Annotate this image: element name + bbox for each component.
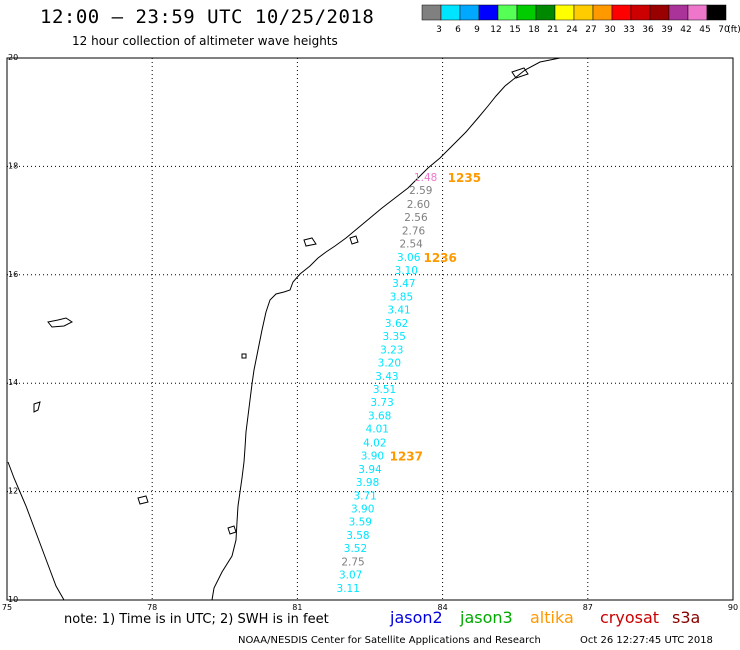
wave-height-label: 3.85 xyxy=(390,291,413,303)
satellite-jason2: jason2 xyxy=(390,608,443,627)
x-tick-label: 84 xyxy=(438,603,448,610)
y-tick-label: 16 xyxy=(8,270,18,279)
y-tick-label: 20 xyxy=(8,53,18,62)
wave-height-label: 3.58 xyxy=(346,530,369,542)
satellite-jason3: jason3 xyxy=(460,608,513,627)
wave-height-label: 2.54 xyxy=(399,238,423,250)
color-legend: 3 6 9 12 15 18 21 24 27 30 33 36 39 42 45 70(ft) xyxy=(421,4,740,35)
footer-timestamp: Oct 26 12:27:45 UTC 2018 xyxy=(580,635,713,646)
legend-label-3: 3 xyxy=(436,25,442,35)
legend-label-21: 21 xyxy=(547,25,558,35)
page-subtitle: 12 hour collection of altimeter wave hei… xyxy=(72,34,338,48)
wave-height-label: 3.90 xyxy=(351,503,374,515)
x-tick-label: 81 xyxy=(292,603,302,610)
wave-height-label: 2.56 xyxy=(404,212,428,224)
y-tick-label: 12 xyxy=(8,487,18,496)
wave-height-label: 3.20 xyxy=(378,358,401,370)
legend-label-33: 33 xyxy=(623,25,634,35)
wave-height-label: 3.43 xyxy=(375,371,398,383)
wave-height-label: 4.01 xyxy=(366,424,389,436)
wave-height-label: 3.35 xyxy=(383,331,406,343)
wave-height-label: 3.71 xyxy=(353,490,376,502)
legend-label-27: 27 xyxy=(585,25,596,35)
legend-label-30: 30 xyxy=(604,25,616,35)
island-outline xyxy=(227,525,237,535)
wave-height-label: 3.90 xyxy=(361,450,384,462)
page-title: 12:00 – 23:59 UTC 10/25/2018 xyxy=(40,6,375,28)
legend-unit: (ft) xyxy=(727,25,740,35)
legend-label-70: 70 xyxy=(718,25,730,35)
legend-label-39: 39 xyxy=(661,25,673,35)
footer-note: note: 1) Time is in UTC; 2) SWH is in fe… xyxy=(64,612,329,627)
pass-time-label: 1236 xyxy=(423,251,456,265)
legend-label-18: 18 xyxy=(528,25,540,35)
island-outline xyxy=(303,237,317,247)
coastline-west xyxy=(7,461,65,601)
wave-height-label: 3.51 xyxy=(373,384,396,396)
island-outline xyxy=(349,235,359,245)
wave-height-label: 3.47 xyxy=(392,278,415,290)
map-frame xyxy=(6,57,734,601)
island-outline xyxy=(241,353,247,359)
legend-label-36: 36 xyxy=(642,25,654,35)
wave-height-label: 3.52 xyxy=(344,543,367,555)
island-outline xyxy=(33,401,41,413)
wave-height-label: 3.06 xyxy=(397,252,421,264)
satellite-altika: altika xyxy=(530,608,574,627)
pass-time-label: 1237 xyxy=(390,449,423,463)
legend-label-12: 12 xyxy=(490,25,501,35)
wave-height-label: 3.11 xyxy=(337,583,360,595)
coastline-east xyxy=(211,57,561,601)
wave-height-label: 2.59 xyxy=(409,185,432,197)
satellite-cryosat: cryosat xyxy=(600,608,660,627)
island-outline xyxy=(511,67,529,79)
wave-height-label: 4.02 xyxy=(363,437,386,449)
map-grid xyxy=(6,57,734,601)
wave-height-label: 3.62 xyxy=(385,318,408,330)
wave-height-label: 3.23 xyxy=(380,345,403,357)
wave-height-label: 3.10 xyxy=(395,265,418,277)
wave-height-label: 2.60 xyxy=(407,199,430,211)
pass-time-label: 1235 xyxy=(448,171,481,185)
y-tick-label: 14 xyxy=(8,378,18,387)
satellite-s3a: s3a xyxy=(672,608,701,627)
legend-label-15: 15 xyxy=(509,25,520,35)
wave-height-label: 3.41 xyxy=(387,304,410,316)
x-tick-label: 75 xyxy=(2,603,12,610)
wave-height-label: 3.59 xyxy=(349,516,372,528)
legend-label-45: 45 xyxy=(699,25,710,35)
legend-label-42: 42 xyxy=(680,25,691,35)
wave-height-label: 3.98 xyxy=(356,477,379,489)
wave-height-label: 3.94 xyxy=(358,464,382,476)
y-tick-label: 10 xyxy=(8,595,18,604)
wave-height-label: 2.75 xyxy=(341,557,364,569)
legend-swatch-70 xyxy=(706,4,727,21)
legend-label-9: 9 xyxy=(474,25,480,35)
footer-credit: NOAA/NESDIS Center for Satellite Applica… xyxy=(238,635,541,646)
x-tick-label: 90 xyxy=(728,603,738,610)
wave-height-map: 75 78 81 84 87 90 20 18 16 14 12 10 1.482.59 2.602.56… xyxy=(2,53,738,610)
x-tick-label: 78 xyxy=(147,603,157,610)
island-outline xyxy=(47,317,73,328)
island-outline xyxy=(137,495,149,505)
wave-height-label: 3.68 xyxy=(368,411,391,423)
wave-height-label: 1.48 xyxy=(414,172,437,184)
legend-label-6: 6 xyxy=(455,25,461,35)
legend-label-24: 24 xyxy=(566,25,578,35)
y-tick-label: 18 xyxy=(8,161,18,170)
wave-height-label: 3.07 xyxy=(339,570,362,582)
x-tick-label: 87 xyxy=(583,603,593,610)
wave-height-label: 3.73 xyxy=(370,397,393,409)
wave-height-label: 2.76 xyxy=(402,225,426,237)
